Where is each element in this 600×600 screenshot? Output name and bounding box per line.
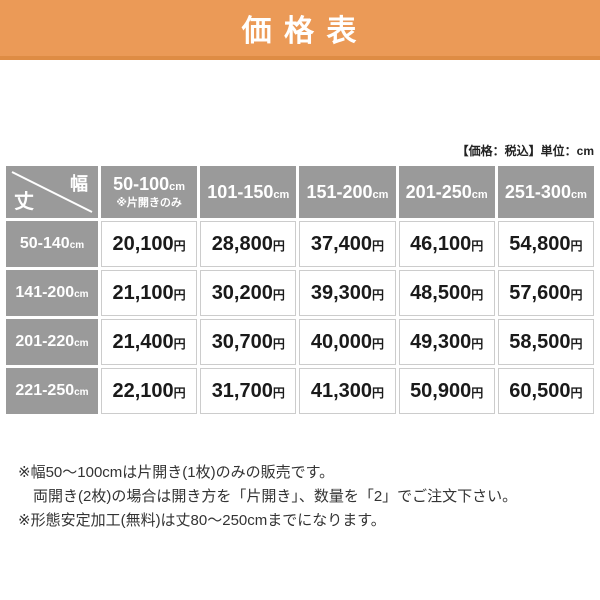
row-header: 221-250cm (6, 368, 98, 414)
row-header: 50-140cm (6, 221, 98, 267)
price-cell: 49,300円 (398, 319, 495, 365)
price-cell: 31,700円 (200, 368, 297, 414)
note-line: 両開き(2枚)の場合は開き方を「片開き」、数量を「2」でご注文下さい。 (18, 488, 518, 505)
price-cell: 37,400円 (299, 221, 396, 267)
width-axis-label: 幅 (70, 174, 88, 194)
price-cell: 39,300円 (299, 270, 396, 316)
table-row: 50-140cm 20,100円 28,800円 37,400円 46,100円… (6, 221, 594, 267)
title-banner: 価 格 表 (0, 0, 600, 60)
column-header: 251-300cm (497, 166, 594, 218)
page-title: 価 格 表 (241, 15, 359, 48)
column-header: 101-150cm (200, 166, 297, 218)
price-cell: 50,900円 (398, 368, 495, 414)
price-cell: 30,700円 (200, 319, 297, 365)
diagonal-divider (11, 171, 93, 213)
tax-unit-note: 【価格：税込】単位：cm (456, 144, 594, 158)
price-cell: 57,600円 (497, 270, 594, 316)
height-axis-label: 丈 (14, 191, 34, 213)
table-row: 201-220cm 21,400円 30,700円 40,000円 49,300… (6, 319, 594, 365)
price-cell: 60,500円 (497, 368, 594, 414)
table-row: 141-200cm 21,100円 30,200円 39,300円 48,500… (6, 270, 594, 316)
column-header: 50-100cm ※片開きのみ (101, 166, 198, 218)
price-cell: 20,100円 (101, 221, 198, 267)
table-header-row: 幅 丈 50-100cm ※片開きのみ 101-150cm 151-200cm … (6, 166, 594, 218)
price-cell: 40,000円 (299, 319, 396, 365)
row-header: 141-200cm (6, 270, 98, 316)
column-header-note: ※片開きのみ (116, 197, 182, 210)
footnotes: ※幅50〜100cmは片開き(1枚)のみの販売です。 両開き(2枚)の場合は開き… (18, 461, 600, 533)
row-header: 201-220cm (6, 319, 98, 365)
price-cell: 28,800円 (200, 221, 297, 267)
price-cell: 21,100円 (101, 270, 198, 316)
price-table: 幅 丈 50-100cm ※片開きのみ 101-150cm 151-200cm … (3, 163, 597, 417)
price-cell: 30,200円 (200, 270, 297, 316)
note-line: ※幅50〜100cmは片開き(1枚)のみの販売です。 (18, 464, 335, 481)
column-header: 151-200cm (299, 166, 396, 218)
price-cell: 46,100円 (398, 221, 495, 267)
column-header: 201-250cm (398, 166, 495, 218)
price-cell: 48,500円 (398, 270, 495, 316)
table-row: 221-250cm 22,100円 31,700円 41,300円 50,900… (6, 368, 594, 414)
note-line: ※形態安定加工(無料)は丈80〜250cmまでになります。 (18, 512, 386, 529)
price-cell: 41,300円 (299, 368, 396, 414)
price-cell: 54,800円 (497, 221, 594, 267)
price-cell: 21,400円 (101, 319, 198, 365)
price-cell: 58,500円 (497, 319, 594, 365)
corner-cell: 幅 丈 (6, 166, 98, 218)
price-cell: 22,100円 (101, 368, 198, 414)
